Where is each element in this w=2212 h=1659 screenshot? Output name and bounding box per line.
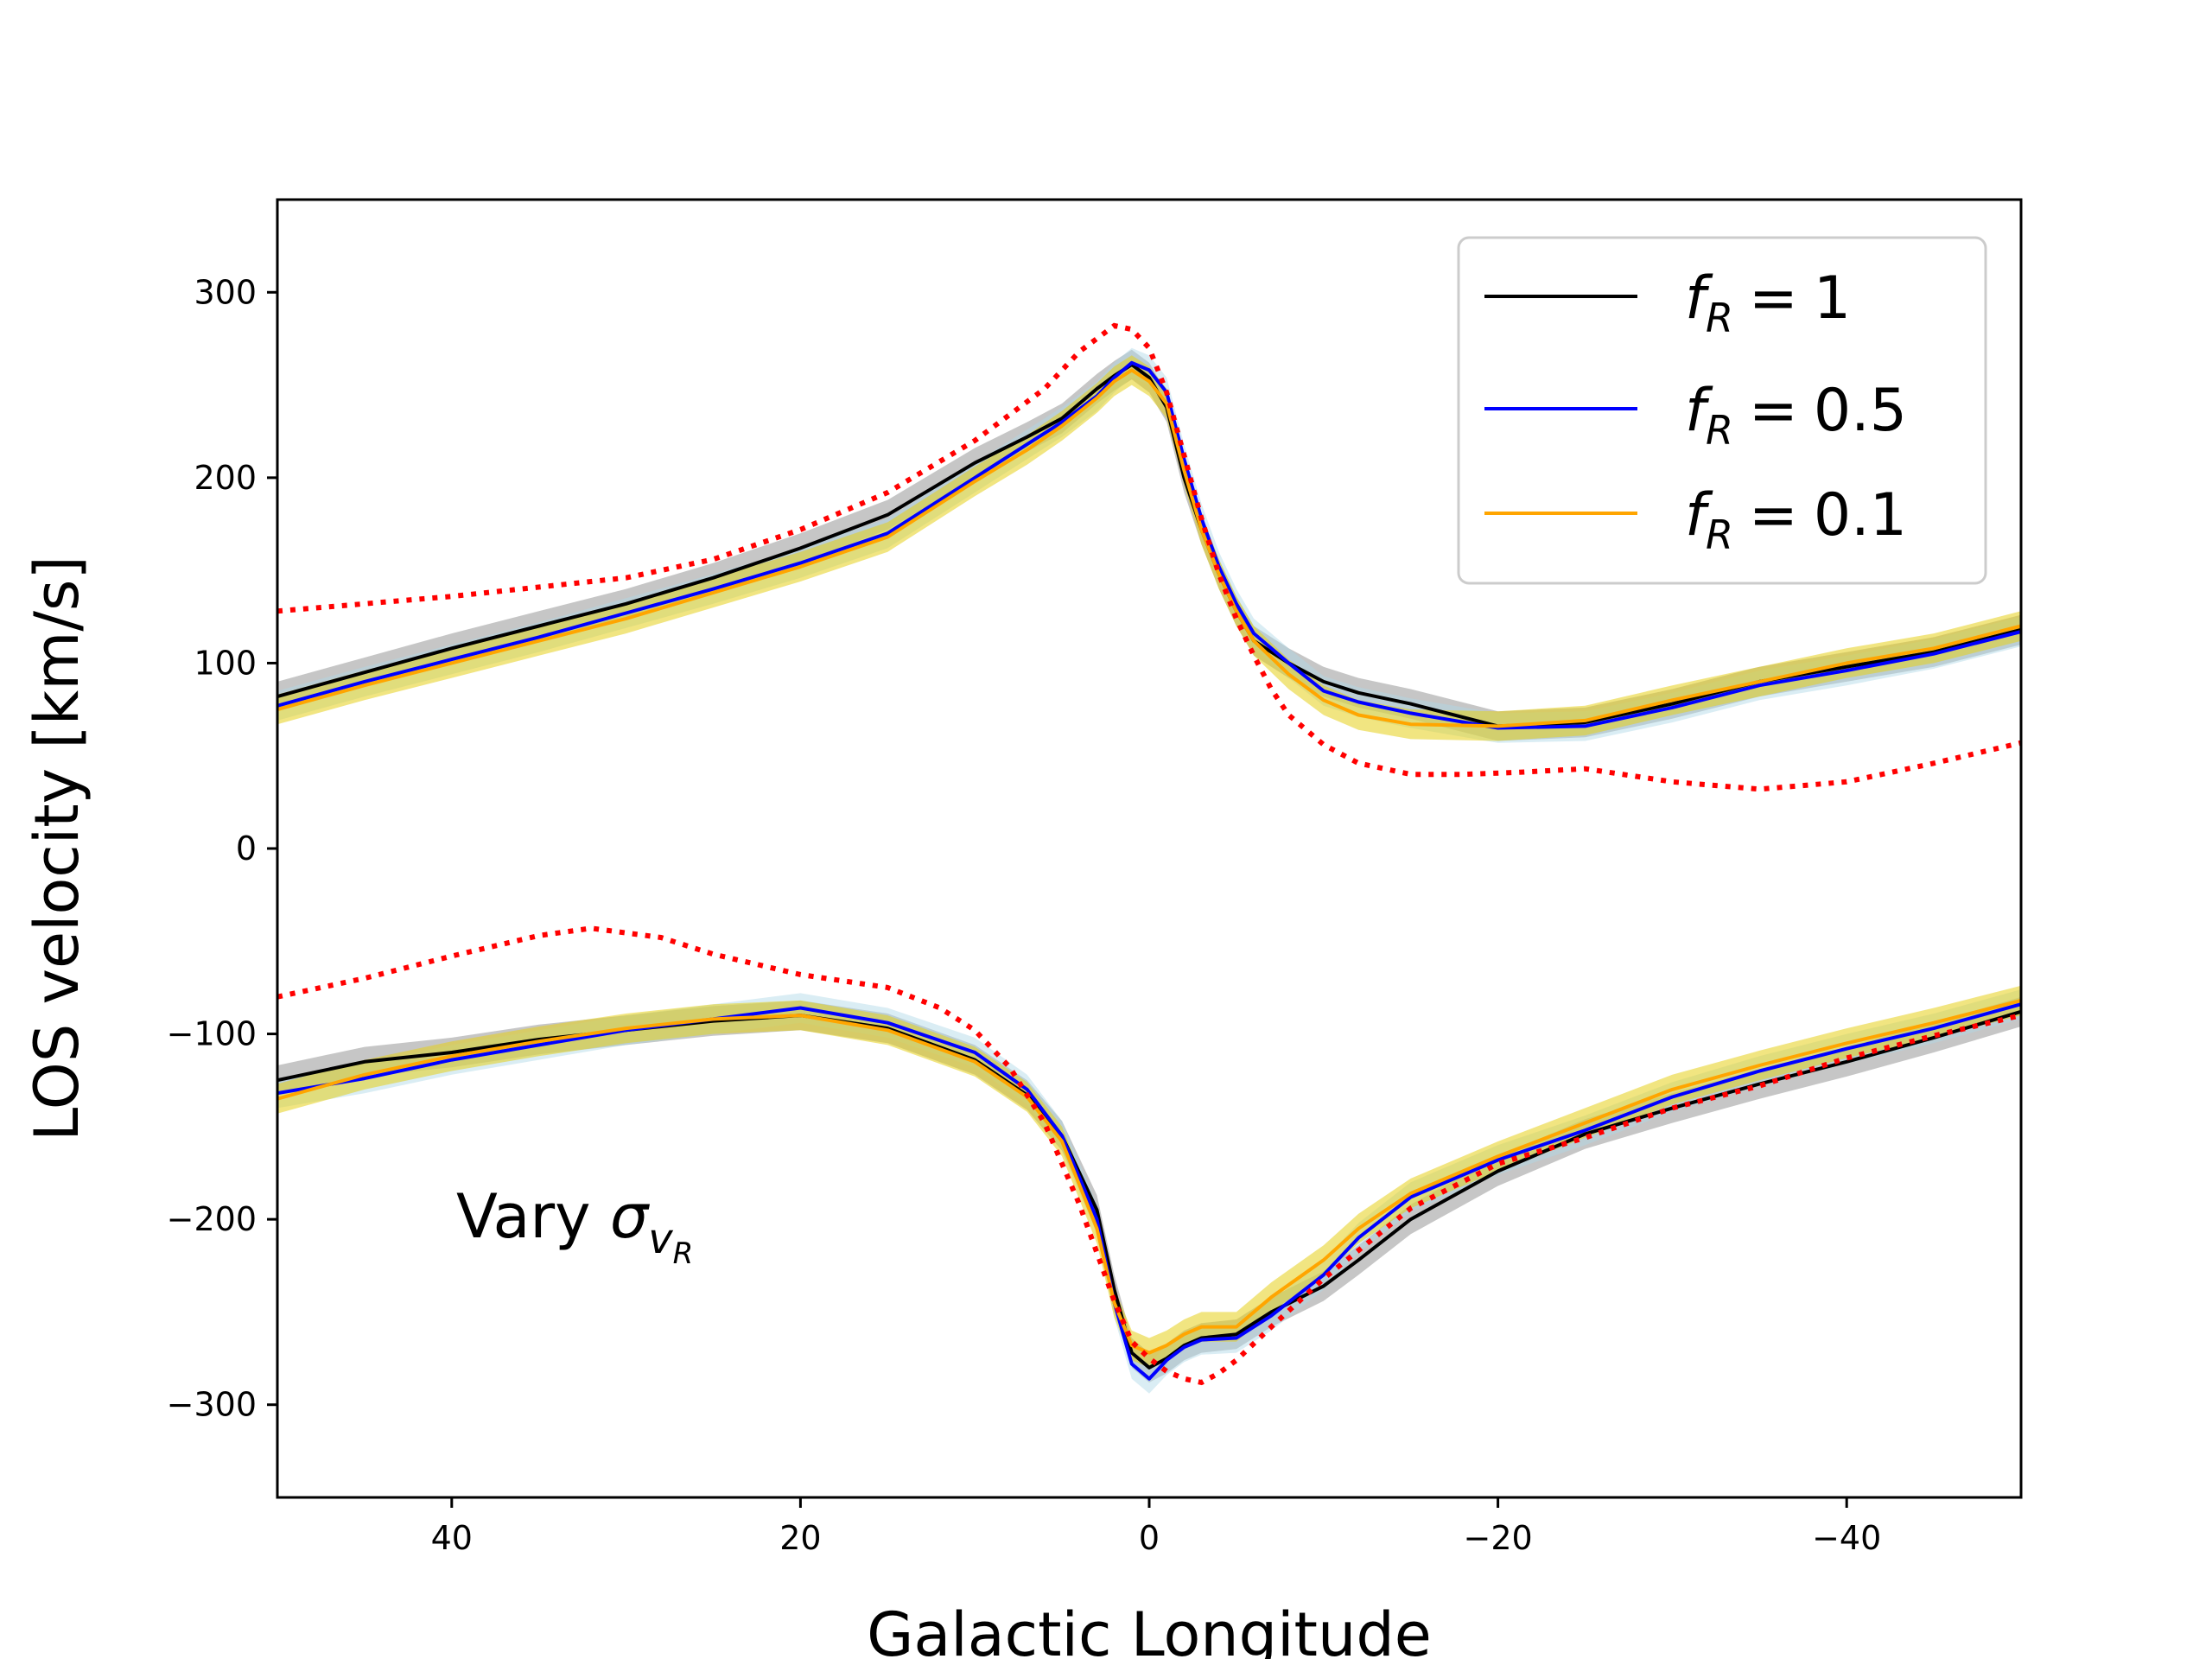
- x-tick-label: −20: [1463, 1519, 1532, 1557]
- legend-entry-f01: fR = 0.1: [1484, 481, 1907, 558]
- annotation-vary-sigma: Vary σvR: [456, 1181, 693, 1271]
- y-tick-label: −300: [167, 1386, 257, 1424]
- annotation-sub-v: v: [648, 1215, 673, 1263]
- reference-line-upper: [277, 322, 2021, 792]
- annotation-sigma: σ: [610, 1181, 651, 1252]
- annotation-subsub-r: R: [673, 1236, 694, 1271]
- legend-entry-f1: fR = 1: [1484, 264, 1851, 341]
- legend-box: [1457, 236, 1987, 585]
- x-axis-label: Galactic Longitude: [867, 1599, 1432, 1659]
- legend: fR = 1 fR = 0.5 fR = 0.1: [1457, 236, 1987, 585]
- y-axis-ticks: 300 200 100 0 −100 −200 −300: [167, 273, 277, 1424]
- annotation-prefix: Vary: [456, 1181, 610, 1252]
- line-f05-upper: [277, 360, 2021, 730]
- y-tick-label: 200: [194, 459, 257, 497]
- line-f01-lower: [277, 998, 2021, 1355]
- line-f01-upper: [277, 368, 2021, 728]
- reference-lines: [277, 322, 2021, 1386]
- legend-entry-f05: fR = 0.5: [1484, 377, 1907, 454]
- y-tick-label: 300: [194, 273, 257, 311]
- legend-label-f05: fR = 0.5: [1685, 377, 1907, 454]
- y-tick-label: −200: [167, 1200, 257, 1238]
- x-tick-label: −40: [1812, 1519, 1881, 1557]
- x-axis-ticks: 40 20 0 −20 −40: [431, 1497, 1881, 1557]
- series-lines: [277, 360, 2021, 1381]
- y-tick-label: 0: [236, 830, 257, 868]
- x-tick-label: 20: [779, 1519, 821, 1557]
- x-tick-label: 0: [1139, 1519, 1160, 1557]
- y-tick-label: 100: [194, 644, 257, 682]
- legend-label-f1: fR = 1: [1685, 264, 1851, 341]
- y-tick-label: −100: [167, 1015, 257, 1053]
- x-tick-label: 40: [431, 1519, 473, 1557]
- legend-label-f01: fR = 0.1: [1685, 481, 1907, 558]
- y-axis-label: LOS velocity [km/s]: [22, 556, 92, 1141]
